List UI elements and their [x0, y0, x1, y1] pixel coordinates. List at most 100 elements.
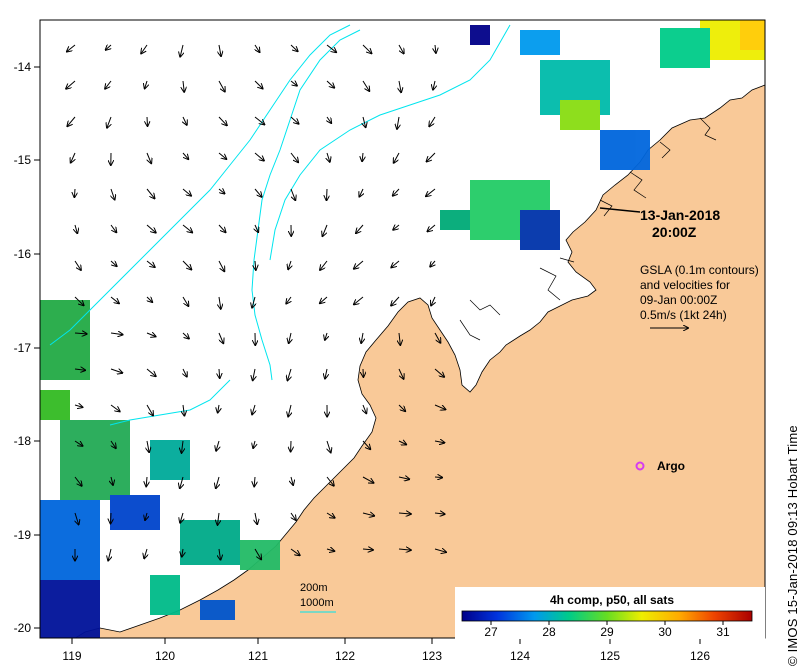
- velocity-arrow: [434, 441, 444, 443]
- velocity-arrow: [362, 44, 371, 53]
- velocity-arrow: [111, 188, 115, 200]
- velocity-arrow: [182, 548, 183, 557]
- velocity-arrow: [398, 513, 411, 514]
- velocity-arrow: [326, 512, 335, 518]
- velocity-arrow: [326, 80, 334, 88]
- velocity-arrow: [253, 368, 255, 380]
- velocity-arrow: [429, 116, 436, 126]
- x-tick-label: 123: [422, 649, 442, 663]
- velocity-arrow: [218, 404, 219, 413]
- velocity-arrow: [327, 440, 331, 452]
- velocity-arrow: [290, 116, 299, 124]
- velocity-arrow: [147, 297, 152, 302]
- x-tick-label: 124: [510, 649, 530, 663]
- velocity-arrow: [391, 260, 400, 267]
- depth-200-label: 200m: [300, 582, 328, 594]
- velocity-arrow: [183, 80, 184, 92]
- velocity-arrow: [147, 440, 149, 452]
- velocity-arrow: [146, 333, 156, 337]
- y-tick-label: -20: [14, 621, 32, 635]
- velocity-arrow: [327, 152, 330, 162]
- velocity-arrow: [145, 512, 147, 520]
- depth-1000-label: 1000m: [300, 597, 334, 609]
- y-tick-label: -18: [14, 434, 32, 448]
- velocity-arrow: [434, 549, 446, 552]
- velocity-arrow: [289, 332, 291, 343]
- velocity-arrow: [74, 188, 75, 197]
- contour-200m: [251, 29, 361, 381]
- velocity-arrow: [254, 152, 264, 161]
- velocity-arrow: [146, 476, 147, 486]
- colorbar: [461, 610, 753, 622]
- velocity-arrow: [146, 260, 155, 267]
- velocity-arrow: [326, 476, 334, 486]
- velocity-arrow: [254, 188, 262, 197]
- velocity-arrow: [180, 476, 183, 488]
- x-tick-label: 126: [690, 649, 710, 663]
- velocity-arrow: [110, 224, 116, 232]
- sst-patches: [40, 20, 765, 638]
- y-tick-label: -19: [14, 528, 32, 542]
- velocity-arrow: [219, 44, 221, 56]
- velocity-arrow: [255, 224, 258, 232]
- velocity-arrow: [107, 116, 111, 128]
- x-tick-label: 122: [335, 649, 355, 663]
- velocity-arrow: [290, 44, 298, 51]
- velocity-arrow: [218, 512, 220, 525]
- velocity-arrow: [108, 548, 111, 561]
- velocity-arrows: [66, 45, 446, 561]
- velocity-arrow: [428, 224, 436, 231]
- velocity-arrow: [433, 80, 435, 90]
- velocity-arrow: [391, 296, 400, 306]
- coastline-detail: [459, 117, 717, 341]
- velocity-arrow: [182, 188, 191, 196]
- velocity-arrow: [290, 81, 297, 86]
- velocity-arrow: [398, 549, 411, 550]
- velocity-arrow: [111, 440, 116, 448]
- x-tick-label: 121: [248, 649, 268, 663]
- velocity-arrow: [290, 152, 298, 162]
- y-tick-label: -17: [14, 341, 32, 355]
- velocity-arrow: [144, 548, 147, 558]
- y-tick-label: -15: [14, 153, 32, 167]
- velocity-arrow: [435, 44, 436, 53]
- velocity-arrow: [362, 513, 374, 516]
- velocity-arrow: [182, 296, 188, 306]
- velocity-arrow: [111, 512, 112, 523]
- velocity-arrow: [219, 548, 221, 560]
- colorbar-tick-label: 28: [542, 625, 556, 639]
- velocity-arrow: [145, 80, 147, 88]
- velocity-arrow: [361, 332, 363, 343]
- velocity-arrow: [182, 260, 191, 270]
- velocity-arrow: [354, 260, 364, 269]
- colorbar-tick-label: 29: [600, 625, 614, 639]
- velocity-arrow: [105, 80, 112, 89]
- colorbar-tick-label: 30: [658, 625, 672, 639]
- velocity-arrow: [74, 476, 82, 486]
- colorbar-title: 4h comp, p50, all sats: [550, 593, 674, 607]
- velocity-arrow: [426, 188, 436, 196]
- velocity-arrow: [398, 368, 404, 379]
- velocity-arrow: [363, 116, 366, 127]
- velocity-arrow: [74, 260, 81, 270]
- velocity-arrow: [218, 260, 224, 271]
- velocity-arrow: [254, 116, 264, 124]
- velocity-arrow: [362, 440, 370, 449]
- velocity-arrow: [216, 440, 219, 451]
- imos-credit: © IMOS 15-Jan-2018 09:13 Hobart Time: [785, 425, 800, 666]
- velocity-arrow: [183, 368, 187, 377]
- velocity-arrow: [254, 548, 261, 559]
- argo-label: Argo: [657, 459, 685, 473]
- x-tick-label: 125: [600, 649, 620, 663]
- velocity-arrow: [106, 45, 111, 50]
- velocity-arrow: [320, 296, 328, 303]
- velocity-arrow: [219, 296, 221, 309]
- velocity-arrow: [146, 188, 155, 198]
- velocity-arrow: [286, 296, 291, 304]
- velocity-arrow: [393, 225, 400, 230]
- velocity-arrow: [110, 369, 122, 373]
- velocity-arrow: [327, 116, 331, 123]
- velocity-arrow: [288, 260, 291, 269]
- velocity-arrow: [427, 152, 436, 162]
- velocity-arrow: [362, 80, 369, 91]
